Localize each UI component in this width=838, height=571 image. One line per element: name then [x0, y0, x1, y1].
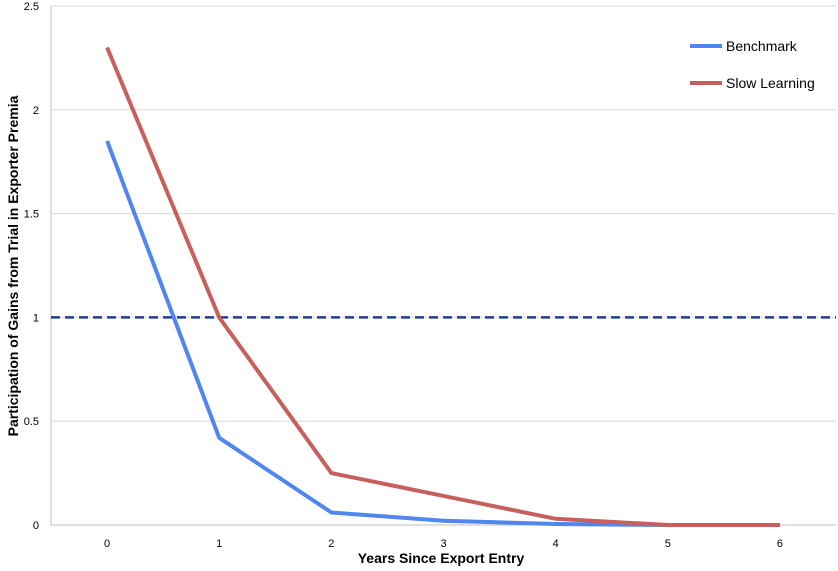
y-tick-label: 1	[33, 312, 39, 324]
x-tick-label: 0	[104, 538, 110, 550]
x-tick-label: 4	[553, 538, 559, 550]
y-axis-title: Participation of Gains from Trial in Exp…	[5, 95, 21, 436]
y-tick-label: 0	[33, 520, 39, 532]
legend-label-slow-learning: Slow Learning	[726, 75, 815, 91]
y-tick-label: 2.5	[24, 1, 39, 13]
series-lines	[105, 46, 780, 527]
series-line-slow-learning	[105, 46, 780, 527]
x-tick-label: 6	[777, 538, 783, 550]
y-tick-labels: 0 0.5 1 1.5 2 2.5	[24, 1, 39, 532]
series-line-benchmark	[105, 140, 780, 527]
x-tick-label: 2	[328, 538, 334, 550]
x-tick-label: 1	[216, 538, 222, 550]
y-tick-label: 2	[33, 105, 39, 117]
x-tick-labels: 0 1 2 3 4 5 6	[104, 538, 783, 550]
legend-label-benchmark: Benchmark	[726, 38, 798, 54]
x-axis-title: Years Since Export Entry	[358, 550, 525, 566]
y-tick-label: 1.5	[24, 209, 39, 221]
grid-lines	[51, 5, 836, 422]
y-tick-label: 0.5	[24, 416, 39, 428]
x-tick-label: 5	[665, 538, 671, 550]
legend: Benchmark Slow Learning	[690, 38, 815, 91]
x-tick-label: 3	[440, 538, 446, 550]
